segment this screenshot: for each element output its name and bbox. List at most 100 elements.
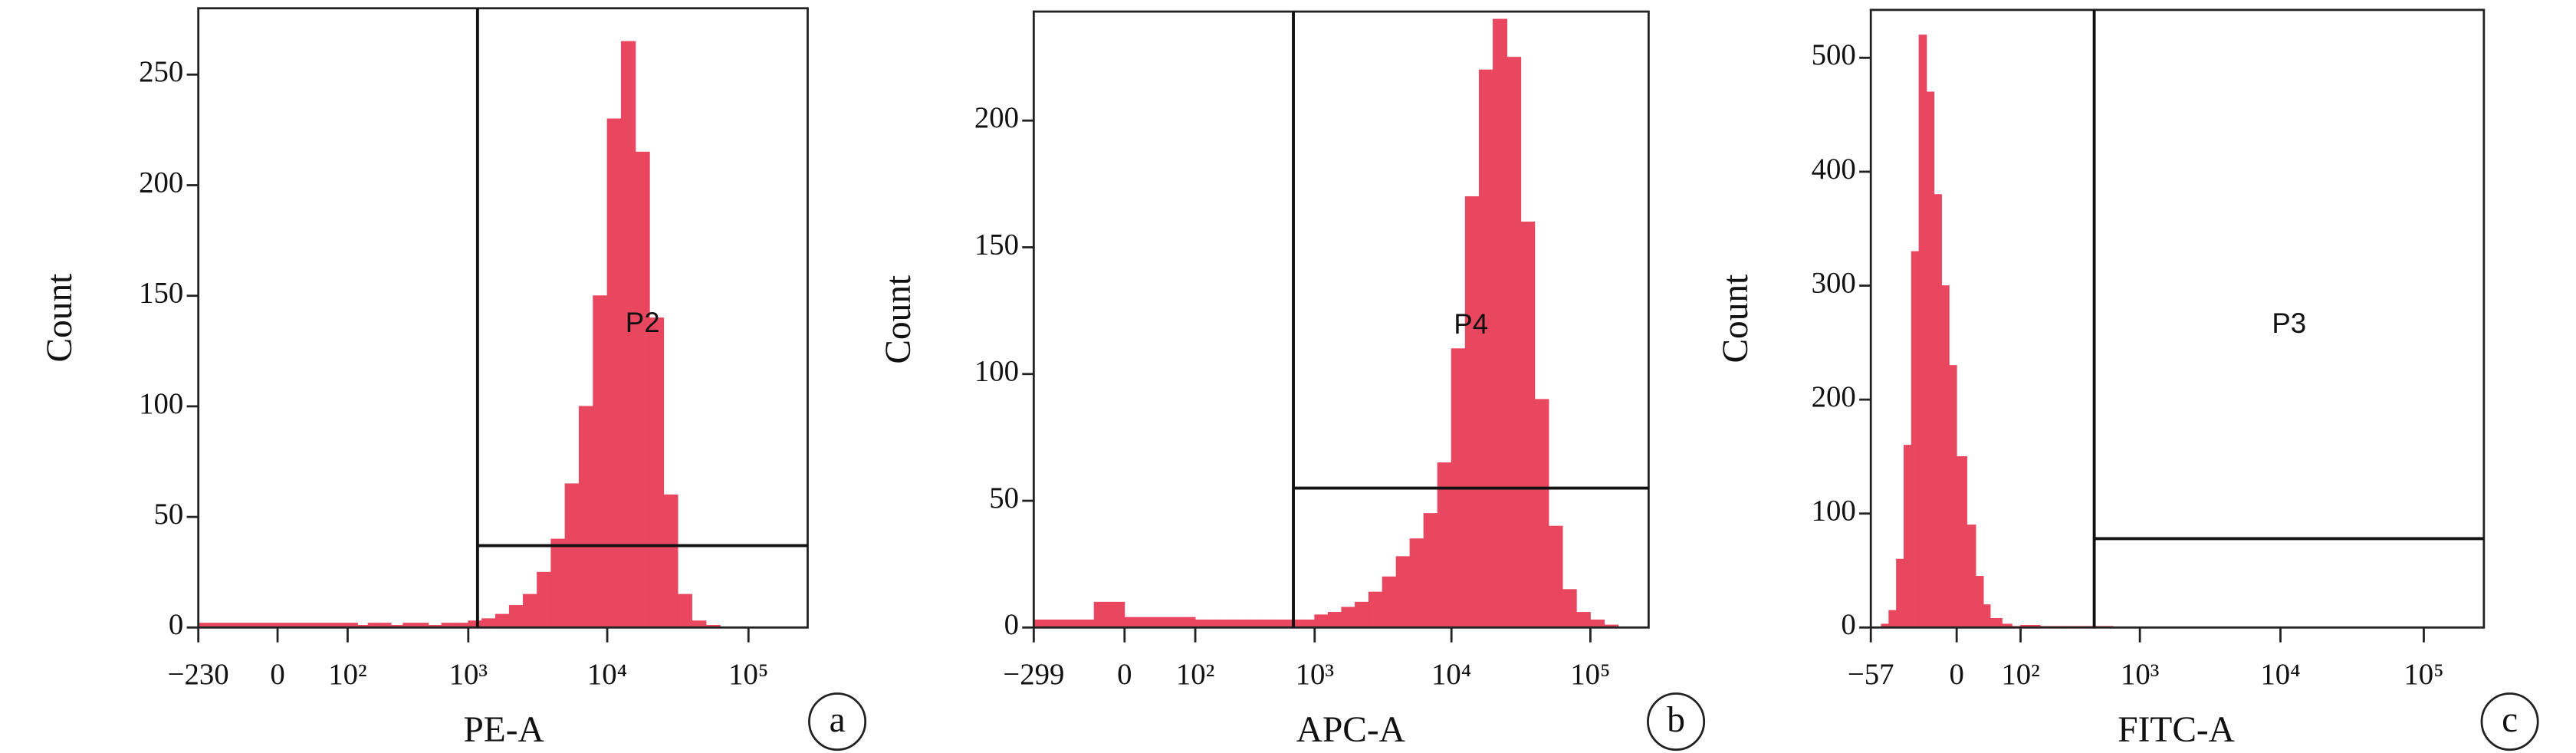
y-tick-label: 400 [1812, 153, 1856, 186]
histogram-bar [1250, 619, 1263, 628]
y-tick-label: 50 [989, 482, 1019, 515]
x-axis-title: APC-A [1296, 710, 1405, 750]
histogram-bar [1341, 607, 1355, 628]
histogram-bar [593, 295, 608, 628]
histogram-bar [635, 151, 650, 628]
x-axis-title: FITC-A [2118, 710, 2235, 750]
histogram-bar [578, 406, 594, 628]
histogram-bar [1520, 222, 1536, 628]
histogram-bar [1911, 251, 1920, 628]
y-tick-label: 0 [1841, 608, 1855, 641]
histogram-bar [523, 594, 538, 628]
plot-frame [1032, 10, 1650, 629]
histogram-bar [1493, 18, 1508, 628]
histogram-bar [1990, 618, 2003, 628]
histogram-bar [1033, 619, 1095, 628]
y-tick-label: 150 [974, 228, 1019, 261]
histogram-bar [1355, 601, 1369, 628]
histogram-bar [1395, 556, 1411, 628]
histogram-bar [1589, 619, 1605, 628]
gate-label: P4 [1454, 308, 1488, 340]
histogram-bar [1237, 619, 1251, 628]
plot-frame [197, 7, 809, 629]
histogram-bar [564, 483, 580, 628]
histogram-bar [1215, 619, 1227, 628]
histogram-bar [1983, 604, 1991, 628]
y-tick-label: 100 [974, 355, 1019, 388]
histogram-bar [1464, 196, 1480, 628]
x-axis-title: PE-A [463, 710, 544, 750]
histogram-bar [1275, 619, 1289, 628]
histogram-bar [1506, 57, 1522, 628]
y-tick-label: 250 [139, 55, 183, 88]
x-tick-label: −230 [168, 658, 229, 691]
histogram-bar [1562, 589, 1577, 628]
histogram-bar [1423, 513, 1438, 628]
histogram-bar [1327, 612, 1342, 628]
histogram-bar [1314, 614, 1329, 628]
x-tick-label: 10⁴ [1431, 658, 1471, 691]
histogram-bar [1576, 612, 1591, 628]
histogram-bar [606, 118, 622, 628]
x-tick-label: 10² [328, 658, 366, 691]
histogram-bar [1093, 601, 1125, 628]
y-tick-label: 50 [154, 498, 184, 531]
histogram-bar [481, 618, 496, 628]
histogram-bar [1896, 558, 1904, 628]
histogram-bar [1382, 576, 1397, 628]
histogram-bar [663, 494, 678, 628]
histogram-bar [1478, 69, 1493, 628]
histogram-bar [550, 538, 566, 628]
x-tick-label: −57 [1848, 658, 1894, 691]
y-tick-label: 0 [1004, 608, 1019, 641]
histogram-bar [1368, 591, 1383, 628]
histogram-bar [1934, 194, 1942, 628]
plot-frame [1869, 8, 2486, 629]
x-tick-label: 10² [2001, 658, 2039, 691]
histogram-bar [1967, 524, 1976, 628]
panel-badge [1647, 692, 1706, 751]
panel-badge [2480, 692, 2539, 751]
histogram-bar [1548, 525, 1563, 628]
histogram-bar [1975, 576, 1984, 628]
y-tick-label: 150 [139, 277, 183, 310]
x-tick-label: 0 [1949, 658, 1963, 691]
histogram-bar [649, 317, 665, 628]
histogram-bar [1301, 619, 1316, 628]
histogram-bar [1124, 617, 1196, 628]
x-tick-label: 10⁴ [2260, 658, 2300, 691]
y-tick-label: 200 [1812, 380, 1856, 413]
x-tick-label: 10⁵ [728, 658, 768, 691]
panel-label: b [1667, 700, 1685, 740]
x-tick-label: 10³ [449, 658, 488, 691]
y-tick-label: 300 [1812, 266, 1856, 299]
x-tick-label: 10⁵ [2404, 658, 2443, 691]
x-tick-label: 10⁴ [587, 658, 627, 691]
histogram-bar [537, 571, 552, 628]
y-tick-label: 100 [139, 387, 183, 420]
y-axis-title: Count [40, 274, 80, 363]
x-tick-label: −299 [1003, 658, 1064, 691]
y-tick-label: 200 [974, 101, 1019, 134]
histogram-bar [1956, 456, 1967, 628]
y-axis-title: Count [1716, 275, 1756, 363]
panel-label: c [2502, 700, 2518, 740]
histogram-bar [1941, 285, 1950, 628]
histogram-bar [1409, 538, 1424, 628]
histogram-bar [1262, 619, 1276, 628]
histogram-bar [1534, 399, 1549, 628]
panel-label: a [830, 700, 846, 740]
x-tick-label: 0 [270, 658, 284, 691]
x-tick-label: 10² [1176, 658, 1214, 691]
histogram-bar [677, 594, 692, 628]
histogram-bar [508, 605, 524, 628]
histogram-bar [1918, 35, 1927, 628]
y-tick-label: 0 [169, 608, 183, 641]
y-tick-label: 500 [1812, 38, 1856, 71]
histogram-bar [1194, 619, 1206, 628]
histogram-bar [1888, 610, 1898, 628]
histogram-bar [1903, 445, 1912, 628]
histogram-bar [1204, 619, 1217, 628]
